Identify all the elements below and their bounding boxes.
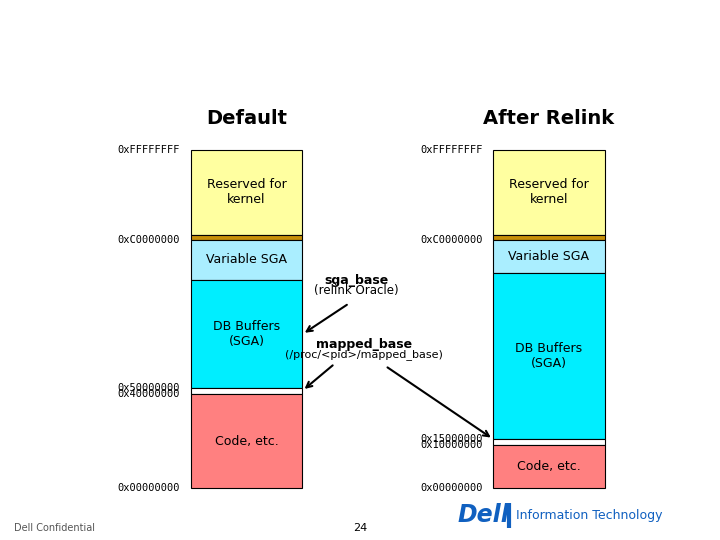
Text: Variable SGA: Variable SGA — [508, 250, 590, 263]
Bar — [191, 150, 302, 234]
Text: After Relink: After Relink — [483, 109, 615, 128]
Bar — [191, 240, 302, 280]
Text: 0xC0000000: 0xC0000000 — [117, 234, 180, 245]
Text: 0x40000000: 0x40000000 — [117, 389, 180, 399]
Bar — [493, 439, 605, 445]
Text: 0xC0000000: 0xC0000000 — [420, 234, 482, 245]
Bar — [493, 150, 605, 234]
Text: 0x50000000: 0x50000000 — [117, 383, 180, 393]
Text: Reserved for
kernel: Reserved for kernel — [509, 178, 589, 206]
Bar — [191, 394, 302, 488]
Text: Variable SGA: Variable SGA — [206, 253, 287, 266]
Text: 0x00000000: 0x00000000 — [420, 483, 482, 493]
Bar — [191, 280, 302, 388]
Text: Dell Confidential: Dell Confidential — [14, 523, 95, 533]
Text: sga_base: sga_base — [324, 274, 389, 287]
Text: Information Technology: Information Technology — [516, 509, 662, 522]
Text: Increasing Address Space (cont.): Increasing Address Space (cont.) — [190, 32, 631, 57]
Text: 0xFFFFFFFF: 0xFFFFFFFF — [117, 145, 180, 155]
Text: 0x15000000: 0x15000000 — [420, 434, 482, 444]
Text: mapped_base: mapped_base — [315, 339, 412, 352]
Bar — [493, 240, 605, 273]
Text: (/proc/<pid>/mapped_base): (/proc/<pid>/mapped_base) — [284, 349, 443, 360]
Text: 24: 24 — [353, 523, 367, 533]
Text: 0x10000000: 0x10000000 — [420, 440, 482, 450]
Bar — [191, 234, 302, 240]
Text: Default: Default — [206, 109, 287, 128]
Text: DB Buffers
(SGA): DB Buffers (SGA) — [213, 320, 280, 348]
Text: 0xFFFFFFFF: 0xFFFFFFFF — [420, 145, 482, 155]
Bar — [493, 234, 605, 240]
Text: DB Buffers
(SGA): DB Buffers (SGA) — [516, 342, 582, 370]
Bar — [493, 273, 605, 439]
Text: (relink Oracle): (relink Oracle) — [314, 284, 399, 296]
Text: Code, etc.: Code, etc. — [517, 460, 581, 473]
Bar — [493, 445, 605, 488]
Bar — [191, 388, 302, 394]
Text: 0x00000000: 0x00000000 — [117, 483, 180, 493]
Text: Reserved for
kernel: Reserved for kernel — [207, 178, 287, 206]
Text: Code, etc.: Code, etc. — [215, 435, 279, 448]
Text: Dell: Dell — [457, 503, 509, 527]
